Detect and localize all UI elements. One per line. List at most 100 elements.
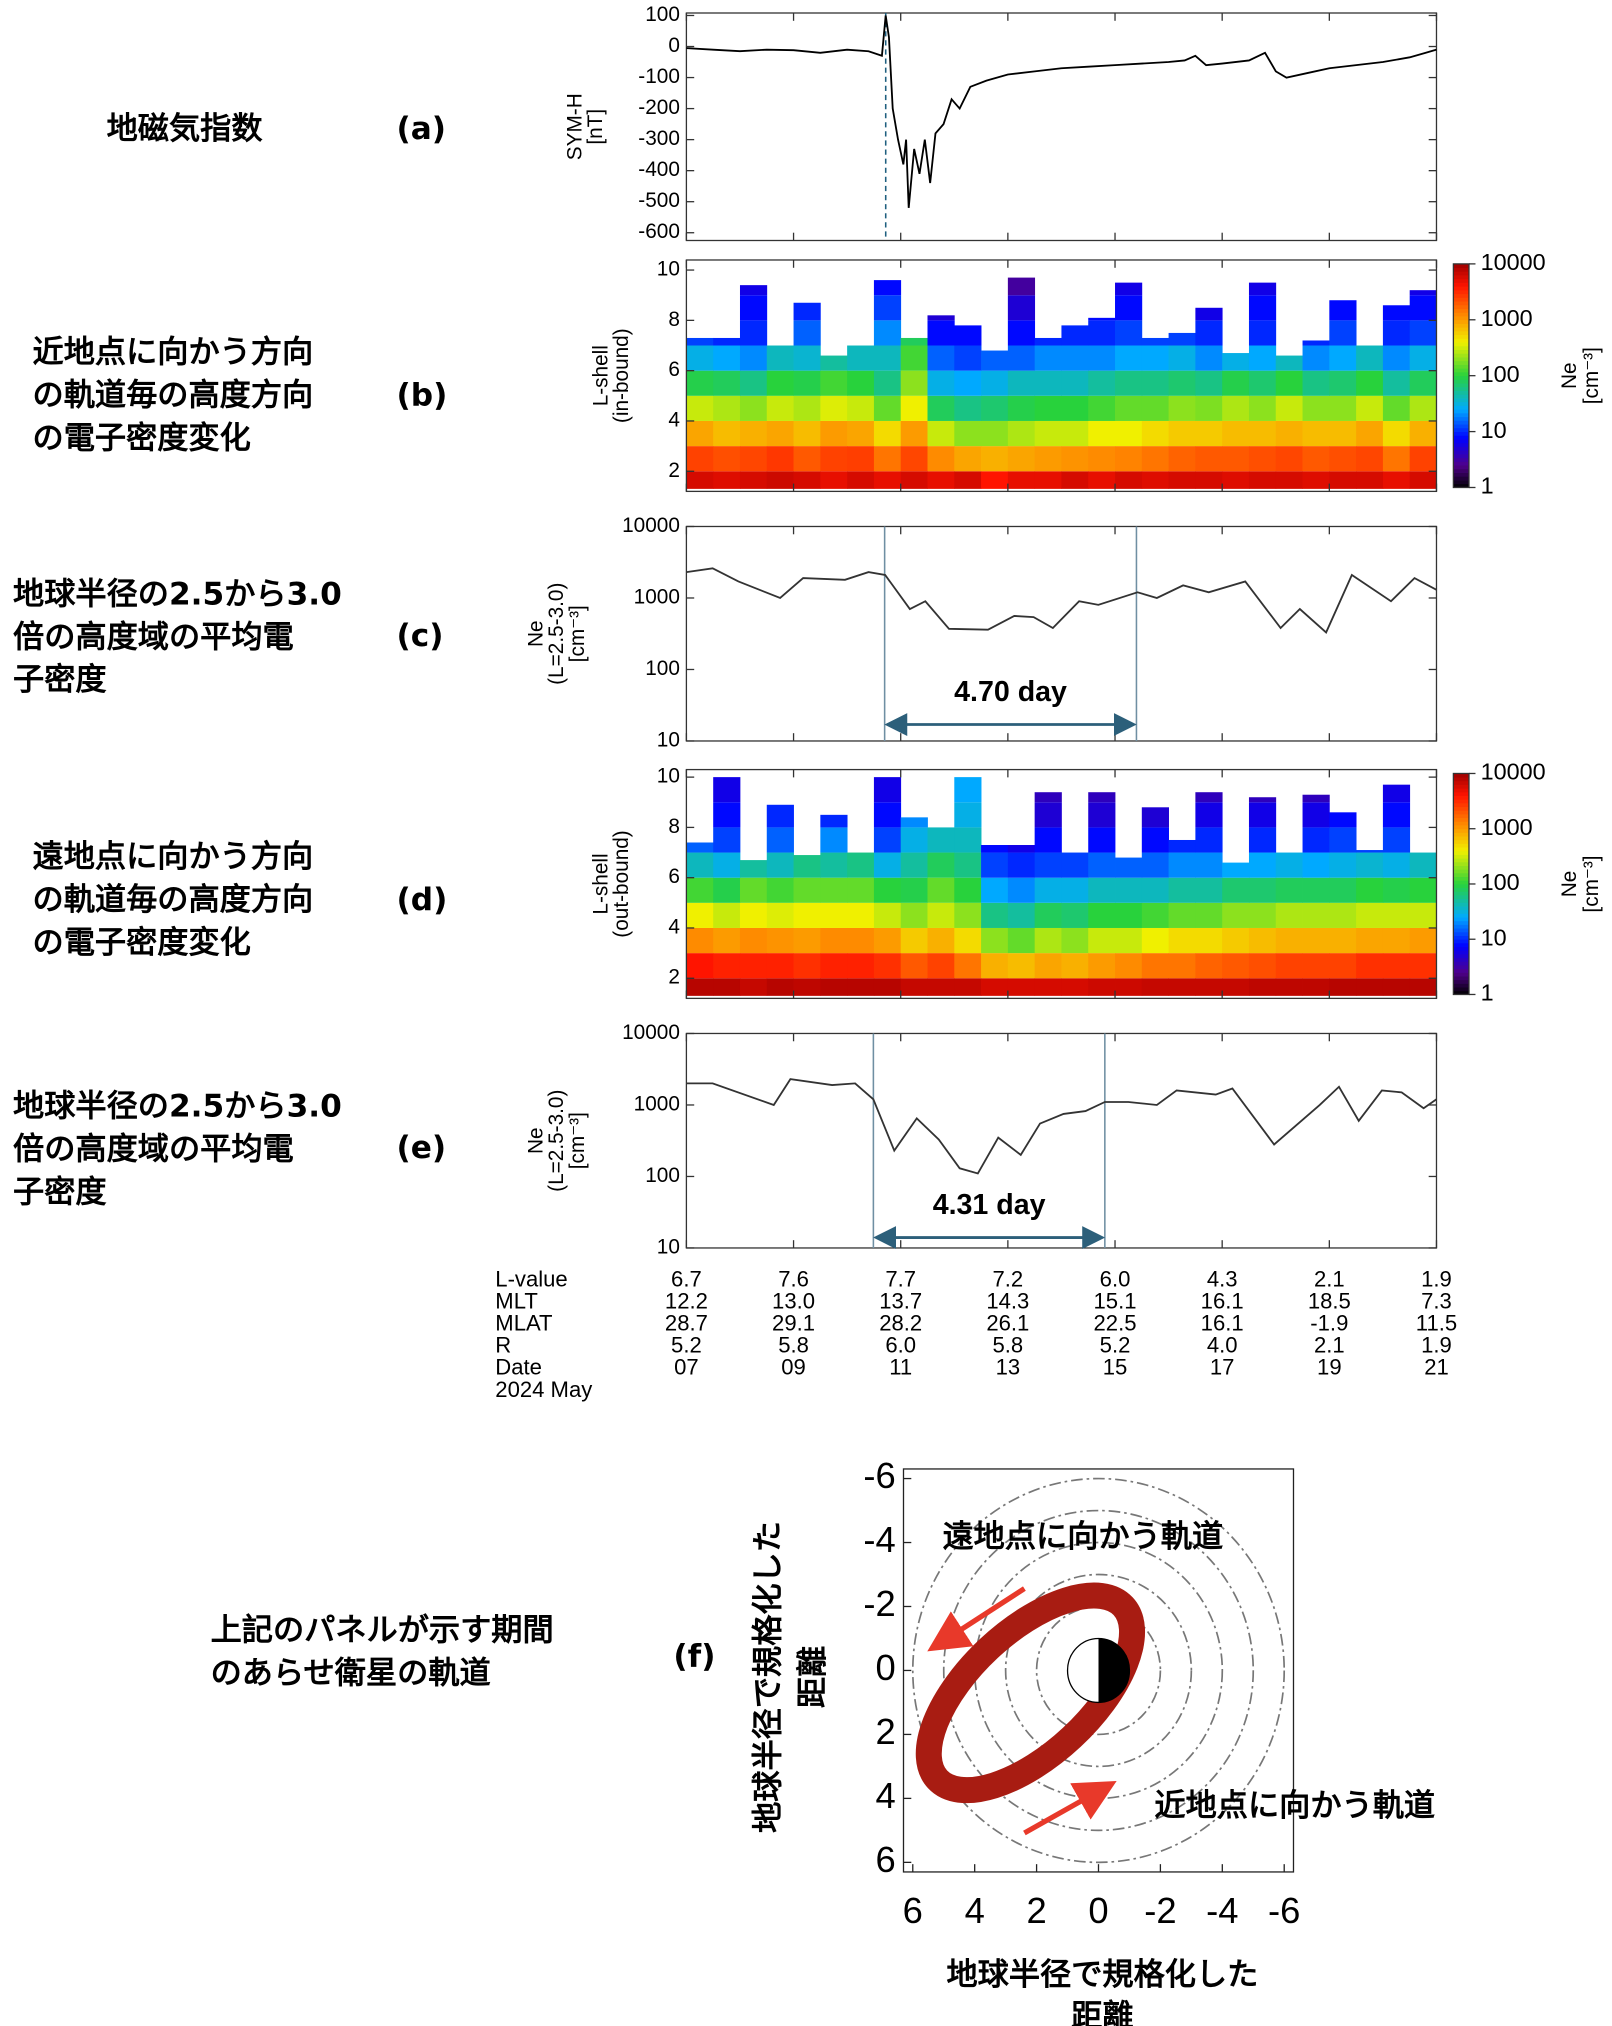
colorbar-cell [1453,379,1469,384]
panel-description: 近地点に向かう方向 [33,335,314,371]
density-cell [1329,370,1357,396]
density-cell [793,927,821,954]
colorbar-cell [1453,891,1469,896]
density-cell [1141,337,1169,346]
density-cell [739,902,768,928]
colorbar-cell [1453,330,1469,336]
colorbar-cell [1453,810,1469,815]
density-cell [1168,395,1196,421]
density-cell [686,471,714,489]
density-cell [1115,877,1143,903]
colorbar-cell [1453,468,1469,473]
row-value: 7.6 [778,1266,809,1291]
density-cell [873,877,902,903]
row-value: 29.1 [772,1310,815,1335]
colorbar-cell [1453,931,1469,936]
y-tick-label: 0 [668,34,680,57]
density-cell [820,902,848,928]
density-cell [1168,877,1196,903]
colorbar-cell [1453,924,1469,929]
density-cell [1061,978,1089,996]
y-axis-label: 距離 [795,1646,831,1708]
density-cell [739,860,768,878]
row-value: 22.5 [1094,1310,1137,1335]
y-tick-label: 100 [645,657,680,680]
colorbar-cell [1453,869,1469,874]
colorbar-cell [1453,883,1469,889]
density-cell [1382,784,1411,803]
density-cell [981,902,1009,928]
density-cell [766,804,794,828]
density-cell [981,350,1009,371]
density-cell [954,852,982,878]
colorbar-cell [1453,327,1469,332]
density-cell [981,845,1009,853]
density-cell [900,902,928,928]
y-axis-label: (L=2.5-3.0) [545,1090,568,1192]
colorbar-cell [1453,806,1469,811]
density-cell [739,395,768,421]
y-tick-label: 2 [875,1711,895,1752]
density-cell [927,978,955,996]
density-cell [1141,807,1169,828]
y-tick-label: -300 [638,127,680,150]
density-cell [1302,471,1330,489]
density-cell [713,345,741,371]
colorbar-tick-label: 100 [1481,361,1520,387]
density-cell [1195,345,1223,371]
colorbar-cell [1453,813,1469,819]
density-cell [1329,877,1357,903]
density-cell [900,370,928,396]
density-cell [820,395,848,421]
density-cell [1222,471,1250,489]
colorbar-cell [1453,338,1469,343]
colorbar-cell [1453,394,1469,399]
data-line [686,1078,1438,1175]
density-cell [1034,370,1062,396]
density-cell [873,827,902,853]
colorbar-cell [1453,383,1469,388]
row-label: MLAT [495,1310,552,1335]
colorbar-cell [1453,902,1469,907]
colorbar-cell [1453,861,1469,866]
apogee-label: 遠地点に向かう軌道 [942,1519,1223,1555]
y-tick-label: 4 [668,408,680,431]
y-tick-label: 6 [668,358,680,381]
y-tick-label: 2 [668,459,680,482]
colorbar-cell [1453,319,1469,324]
colorbar-cell [1453,968,1469,973]
density-cell [766,395,794,421]
y-tick-label: -2 [863,1583,895,1624]
panel-description: 地球半径の2.5から3.0 [13,576,342,612]
colorbar-cell [1453,405,1469,410]
colorbar-cell [1453,836,1469,841]
density-cell [900,927,928,954]
density-cell [1382,953,1411,979]
density-cell [873,370,902,396]
colorbar-cell [1453,427,1469,432]
y-axis-label: (in-bound) [610,328,633,423]
density-cell [1007,277,1036,296]
interval-label: 4.31 day [933,1189,1046,1221]
density-cell [1248,802,1277,828]
density-cell [1356,953,1384,979]
density-cell [713,902,741,928]
data-line [686,567,1437,634]
density-cell [793,320,821,346]
density-cell [954,446,982,472]
colorbar-cell [1453,858,1469,863]
colorbar-cell [1453,942,1469,947]
density-cell [1356,850,1384,853]
density-cell [793,370,821,396]
row-value: 19 [1317,1355,1342,1380]
y-tick-label: -200 [638,96,680,119]
colorbar-cell [1453,791,1469,796]
data-line [686,15,1437,208]
row-label: L-value [495,1266,567,1291]
density-cell [873,978,902,996]
orbit-band [915,1582,1146,1804]
density-cell [1329,978,1357,996]
density-cell [1329,446,1357,472]
density-cell [1329,345,1357,371]
arrow [927,1586,1026,1652]
